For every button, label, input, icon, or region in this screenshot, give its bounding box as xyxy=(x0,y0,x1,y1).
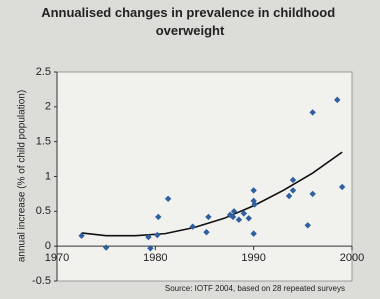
data-point xyxy=(338,183,346,191)
data-point xyxy=(205,213,212,221)
x-tick-label: 1970 xyxy=(45,252,69,264)
data-point xyxy=(245,215,252,222)
data-point xyxy=(155,213,162,221)
x-tick-label: 2000 xyxy=(340,252,364,264)
data-point xyxy=(251,201,258,208)
y-tick-label: 1.5 xyxy=(36,136,51,148)
y-tick-label: 0 xyxy=(45,240,51,252)
data-point xyxy=(285,192,293,200)
data-point xyxy=(229,213,237,221)
data-point xyxy=(78,232,85,239)
data-point xyxy=(230,208,238,215)
data-point xyxy=(304,222,311,229)
data-point xyxy=(289,187,297,194)
data-point xyxy=(154,231,161,239)
trend-line xyxy=(81,151,343,237)
chart-title: Annualised changes in prevalence in chil… xyxy=(41,5,339,38)
data-point xyxy=(250,230,257,237)
y-tick-label: 2 xyxy=(45,101,51,113)
data-point xyxy=(289,176,297,184)
y-tick-label: 0.5 xyxy=(36,205,51,217)
data-point xyxy=(145,233,152,241)
y-tick-label: 1 xyxy=(45,170,51,182)
y-axis-label: annual increase (% of child population) xyxy=(17,90,28,262)
data-point xyxy=(203,229,210,236)
x-tick-label: 1990 xyxy=(241,252,265,264)
source-note: Source: IOTF 2004, based on 28 repeated … xyxy=(165,284,345,293)
data-point xyxy=(147,245,154,252)
data-point xyxy=(102,244,110,251)
y-tick-label: 2.5 xyxy=(36,66,51,78)
data-point xyxy=(235,216,243,223)
y-tick-label: -0.5 xyxy=(32,275,51,287)
data-point xyxy=(334,96,341,104)
data-point xyxy=(250,187,257,194)
data-point xyxy=(240,210,248,217)
data-point xyxy=(309,109,316,116)
x-tick-label: 1980 xyxy=(143,252,167,264)
data-point xyxy=(164,195,172,202)
data-point xyxy=(189,223,196,230)
data-point xyxy=(309,190,316,198)
